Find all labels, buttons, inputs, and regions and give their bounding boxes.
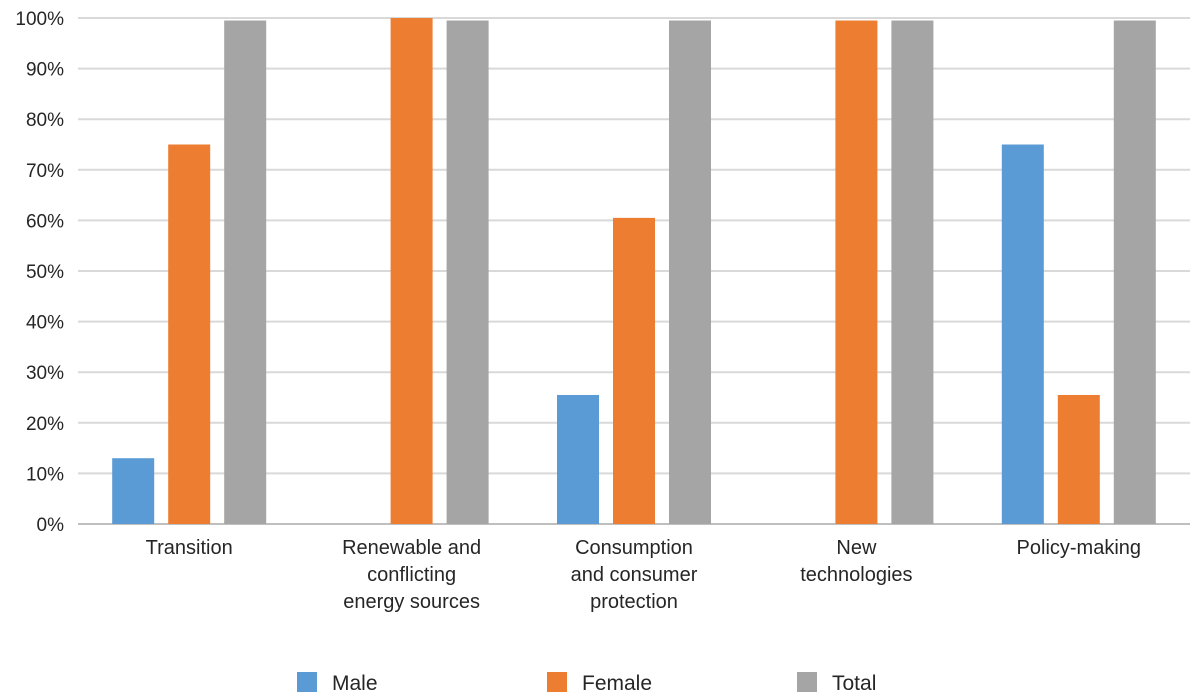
legend-swatch-female <box>547 672 567 692</box>
bar-total <box>891 20 934 525</box>
y-tick-label: 100% <box>15 9 64 30</box>
x-tick-label: conflicting <box>367 564 456 586</box>
x-tick-label: New <box>836 537 877 559</box>
bar-male <box>1001 144 1044 524</box>
bar-total <box>224 20 267 525</box>
legend-label-male: Male <box>332 672 378 695</box>
x-tick-label: Transition <box>146 537 233 559</box>
legend-swatch-total <box>797 672 817 692</box>
x-axis: Transition Renewable and conflicting energy… <box>146 537 1141 613</box>
y-tick-label: 30% <box>26 363 64 384</box>
x-tick-label: Policy-making <box>1017 537 1141 559</box>
y-tick-label: 80% <box>26 110 64 131</box>
bar-total <box>669 20 711 525</box>
bar-male <box>557 394 599 524</box>
x-tick-label: and consumer <box>571 564 698 586</box>
x-tick-label: protection <box>590 591 678 613</box>
bar-female <box>1057 394 1100 524</box>
y-tick-label: 40% <box>26 313 64 334</box>
y-tick-label: 60% <box>26 211 64 232</box>
legend-label-total: Total <box>832 672 876 695</box>
x-tick-label: energy sources <box>343 591 480 613</box>
legend: Male Female Total <box>297 672 876 695</box>
bar-female <box>613 217 655 524</box>
y-tick-label: 10% <box>26 464 64 485</box>
bar-total <box>446 20 489 525</box>
bar-total <box>1113 20 1156 525</box>
bar-female <box>835 20 878 525</box>
x-tick-label: Consumption <box>575 537 693 559</box>
y-tick-label: 0% <box>37 515 65 536</box>
y-tick-label: 20% <box>26 414 64 435</box>
y-tick-label: 50% <box>26 262 64 283</box>
y-axis: 0% 10% 20% 30% 40% 50% 60% 70% 80% 90% 100% <box>15 9 64 536</box>
bar-male <box>112 458 155 524</box>
bars <box>112 18 1156 525</box>
y-tick-label: 90% <box>26 60 64 81</box>
legend-label-female: Female <box>582 672 652 695</box>
x-tick-label: technologies <box>800 564 912 586</box>
legend-swatch-male <box>297 672 317 692</box>
bar-female <box>390 18 433 524</box>
y-tick-label: 70% <box>26 161 64 182</box>
x-tick-label: Renewable and <box>342 537 481 559</box>
bar-female <box>168 144 211 524</box>
